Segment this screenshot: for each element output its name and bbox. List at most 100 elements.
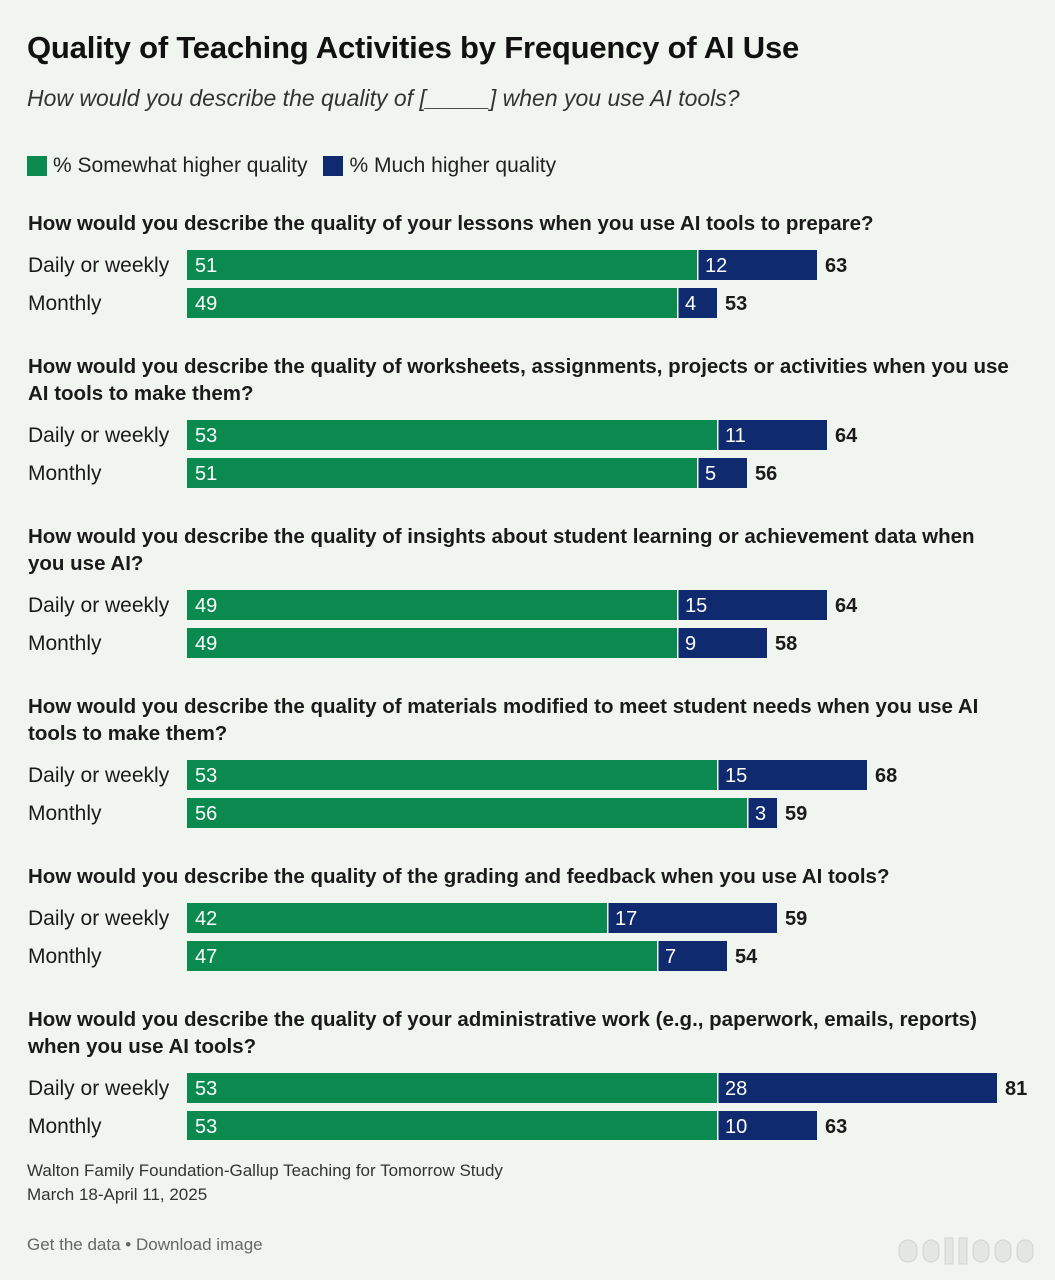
value-label-total: 53 <box>725 293 747 315</box>
footer-links: Get the data • Download image <box>27 1235 263 1255</box>
value-label-somewhat: 53 <box>195 1078 217 1100</box>
bar-somewhat <box>187 458 697 488</box>
row-label: Monthly <box>28 802 102 825</box>
value-label-somewhat: 51 <box>195 463 217 485</box>
bar-much <box>718 760 867 790</box>
bar-much <box>718 420 827 450</box>
value-label-total: 68 <box>875 765 897 787</box>
question-text: How would you describe the quality of wo… <box>28 355 1009 378</box>
bar-much <box>698 250 817 280</box>
row-label: Daily or weekly <box>28 907 170 930</box>
bar-somewhat <box>187 250 697 280</box>
link-separator: • <box>120 1235 136 1254</box>
question-text: How would you describe the quality of yo… <box>28 212 874 235</box>
bar-much <box>678 288 717 318</box>
bar-somewhat <box>187 628 677 658</box>
value-label-total: 59 <box>785 908 807 930</box>
row-label: Daily or weekly <box>28 254 170 277</box>
value-label-somewhat: 49 <box>195 293 217 315</box>
row-label: Monthly <box>28 1115 102 1138</box>
value-label-total: 54 <box>735 946 758 968</box>
question-text: How would you describe the quality of in… <box>28 525 975 548</box>
value-label-much: 9 <box>685 633 696 655</box>
bar-somewhat <box>187 1073 717 1103</box>
row-label: Daily or weekly <box>28 1077 170 1100</box>
row-label: Monthly <box>28 945 102 968</box>
question-text: when you use AI tools? <box>27 1035 256 1058</box>
legend: % Somewhat higher quality % Much higher … <box>27 154 572 178</box>
value-label-somewhat: 49 <box>195 595 217 617</box>
value-label-somewhat: 49 <box>195 633 217 655</box>
value-label-somewhat: 53 <box>195 425 217 447</box>
value-label-somewhat: 51 <box>195 255 217 277</box>
bar-somewhat <box>187 1111 717 1140</box>
value-label-somewhat: 42 <box>195 908 217 930</box>
row-label: Monthly <box>28 292 102 315</box>
value-label-much: 10 <box>725 1116 747 1138</box>
bar-somewhat <box>187 903 607 933</box>
source-text: Walton Family Foundation-Gallup Teaching… <box>27 1161 503 1180</box>
value-label-much: 28 <box>725 1078 747 1100</box>
legend-item-somewhat: % Somewhat higher quality <box>27 154 307 178</box>
download-image-link[interactable]: Download image <box>135 1235 263 1254</box>
value-label-total: 58 <box>775 633 797 655</box>
bar-much <box>658 941 727 971</box>
question-text: How would you describe the quality of th… <box>28 865 889 888</box>
value-label-much: 3 <box>755 803 766 825</box>
value-label-much: 15 <box>725 765 747 787</box>
bar-somewhat <box>187 288 677 318</box>
bar-much <box>698 458 747 488</box>
value-label-much: 11 <box>725 425 746 447</box>
stacked-bar-chart: How would you describe the quality of yo… <box>27 212 1027 1140</box>
value-label-total: 81 <box>1005 1078 1027 1100</box>
bar-somewhat <box>187 760 717 790</box>
date-range: March 18-April 11, 2025 <box>27 1185 208 1204</box>
bar-much <box>748 798 777 828</box>
legend-item-much: % Much higher quality <box>323 154 556 178</box>
value-label-much: 4 <box>685 293 696 315</box>
bar-somewhat <box>187 420 717 450</box>
brand-logo <box>898 1237 1034 1265</box>
bar-somewhat <box>187 798 747 828</box>
bar-somewhat <box>187 941 657 971</box>
value-label-total: 56 <box>755 463 777 485</box>
value-label-somewhat: 53 <box>195 1116 217 1138</box>
value-label-much: 15 <box>685 595 707 617</box>
value-label-total: 64 <box>835 425 858 447</box>
get-data-link[interactable]: Get the data <box>27 1235 121 1254</box>
bar-much <box>608 903 777 933</box>
question-text: AI tools to make them? <box>28 382 254 405</box>
chart-subtitle: How would you describe the quality of [_… <box>27 85 740 111</box>
value-label-much: 7 <box>665 946 676 968</box>
legend-label-much: % Much higher quality <box>349 154 557 177</box>
value-label-much: 12 <box>705 255 727 277</box>
value-label-total: 63 <box>825 255 847 277</box>
value-label-total: 59 <box>785 803 807 825</box>
question-text: tools to make them? <box>28 722 227 745</box>
bar-much <box>678 628 767 658</box>
value-label-somewhat: 53 <box>195 765 217 787</box>
row-label: Monthly <box>28 462 102 485</box>
value-label-much: 5 <box>705 463 716 485</box>
bar-much <box>678 590 827 620</box>
bar-much <box>718 1111 817 1140</box>
legend-swatch-much <box>323 156 344 176</box>
row-label: Daily or weekly <box>28 594 170 617</box>
question-text: How would you describe the quality of ma… <box>28 695 978 718</box>
row-label: Monthly <box>28 632 102 655</box>
legend-swatch-somewhat <box>27 156 47 176</box>
row-label: Daily or weekly <box>28 764 170 787</box>
chart-title: Quality of Teaching Activities by Freque… <box>27 30 800 65</box>
value-label-somewhat: 47 <box>195 946 217 968</box>
footer-source: Walton Family Foundation-Gallup Teaching… <box>27 1159 503 1207</box>
value-label-total: 64 <box>835 595 858 617</box>
bar-much <box>718 1073 997 1103</box>
question-text: you use AI? <box>28 552 143 575</box>
bar-somewhat <box>187 590 677 620</box>
value-label-total: 63 <box>825 1116 847 1138</box>
value-label-much: 17 <box>615 908 637 930</box>
value-label-somewhat: 56 <box>195 803 217 825</box>
row-label: Daily or weekly <box>28 424 170 447</box>
question-text: How would you describe the quality of yo… <box>28 1008 977 1031</box>
legend-label-somewhat: % Somewhat higher quality <box>53 154 308 177</box>
